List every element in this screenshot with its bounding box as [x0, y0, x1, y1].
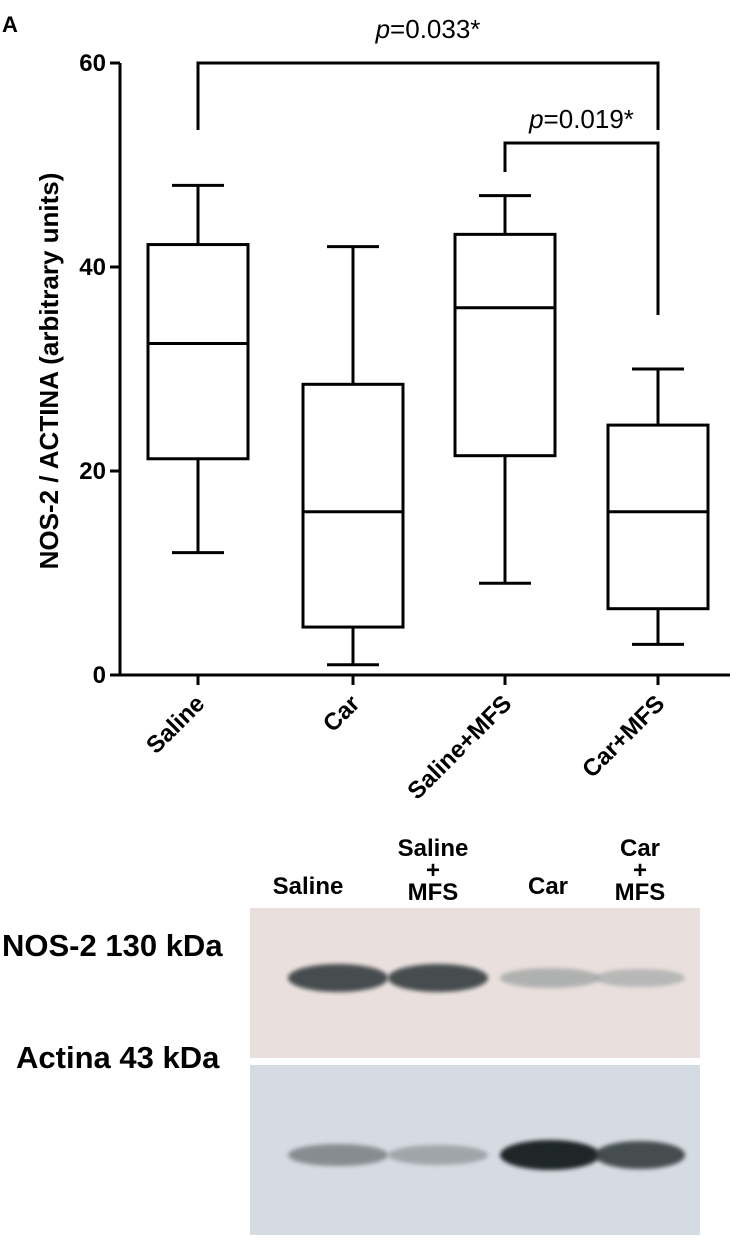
blot-row-label-actina: Actina 43 kDa	[16, 1040, 220, 1075]
box-iqr	[146, 243, 250, 461]
blot-band	[288, 964, 388, 992]
significance-bracket: p=0.019*	[503, 104, 660, 315]
box-plot-chart: A 0 20 40 60 NOS-2 / ACTINA (arbitrary units…	[2, 12, 730, 805]
box-saline-mfs	[453, 194, 557, 585]
box-saline	[146, 183, 250, 555]
box-car	[301, 245, 405, 667]
p-value-label: p=0.033*	[375, 14, 481, 44]
blot-band	[595, 1141, 685, 1169]
x-tick-label: Car+MFS	[577, 690, 670, 783]
blot-image-actina	[250, 1065, 700, 1235]
blot-band	[388, 1144, 488, 1166]
y-axis-label: NOS-2 / ACTINA (arbitrary units)	[34, 173, 64, 570]
y-tick-label: 40	[79, 254, 106, 281]
x-tick-label: Saline	[141, 690, 210, 759]
significance-bracket: p=0.033*	[196, 14, 660, 130]
box-car-mfs	[606, 367, 710, 646]
p-symbol: p	[375, 14, 390, 44]
blot-lane-label: Saline + MFS	[397, 835, 469, 906]
blot-lane-label: Car + MFS	[614, 835, 666, 906]
x-tick-label: Saline+MFS	[402, 690, 517, 805]
bracket-line	[196, 61, 660, 130]
blot-band	[288, 1143, 388, 1167]
panel-label: A	[2, 12, 18, 37]
p-value-label: p=0.019*	[528, 104, 634, 134]
p-value-text: =0.019*	[544, 104, 634, 134]
blot-image-nos2	[250, 908, 700, 1058]
box-iqr	[606, 423, 710, 611]
blot-lane-label: Saline	[272, 873, 344, 900]
y-tick-label: 60	[79, 50, 106, 77]
blot-lane-label: Car	[527, 873, 569, 900]
y-tick-label: 0	[93, 662, 106, 689]
box-iqr	[301, 382, 405, 629]
blot-band	[388, 964, 488, 992]
plot-area: 0 20 40 60 NOS-2 / ACTINA (arbitrary units) S…	[34, 14, 730, 805]
x-tick-label: Car	[318, 690, 365, 737]
bracket-line	[503, 141, 660, 315]
blot-band	[500, 968, 600, 988]
blot-band	[595, 968, 685, 988]
blot-band	[500, 1140, 600, 1170]
p-symbol: p	[528, 104, 543, 134]
blot-row-label-nos2: NOS-2 130 kDa	[2, 928, 223, 963]
box-iqr	[453, 232, 557, 458]
y-tick-label: 20	[79, 458, 106, 485]
p-value-text: =0.033*	[390, 14, 480, 44]
